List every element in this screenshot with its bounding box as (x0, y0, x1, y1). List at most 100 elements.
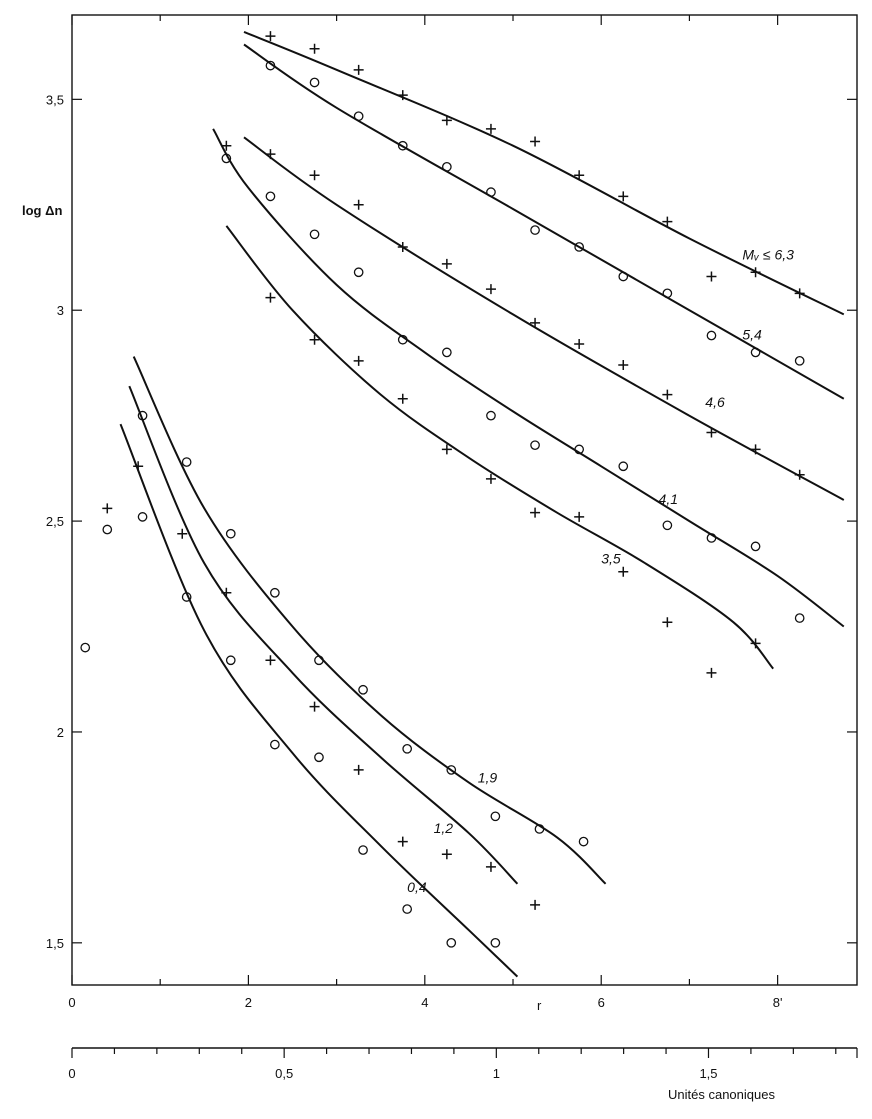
data-point-circle (270, 587, 280, 598)
data-point-circle (490, 937, 501, 948)
data-point-plus (750, 267, 761, 278)
series-curve (119, 423, 519, 978)
data-point-circle (574, 242, 585, 252)
data-point-plus (265, 655, 276, 666)
secondary-tick-label: 1,5 (699, 1066, 717, 1081)
data-point-circle (794, 355, 805, 366)
series-curve (132, 356, 607, 885)
curve-label: 3,5 (601, 550, 621, 566)
data-point-plus (309, 334, 320, 345)
data-point-plus (574, 338, 585, 349)
data-point-plus (530, 136, 541, 147)
data-point-plus (353, 355, 364, 366)
data-point-plus (397, 241, 408, 252)
data-point-circle (662, 520, 673, 531)
data-point-plus (618, 191, 629, 202)
x-tick-label: 8' (773, 995, 783, 1010)
curve-label: 5,4 (742, 327, 762, 343)
data-point-plus (221, 587, 232, 598)
y-tick-label: 2 (57, 725, 64, 740)
data-point-plus (353, 764, 364, 775)
data-point-circle (442, 161, 452, 172)
curve-label: Mᵥ ≤ 6,3 (742, 247, 794, 263)
series-1: Mᵥ ≤ 6,3 (243, 30, 845, 316)
data-point-circle (402, 904, 413, 914)
data-point-circle (137, 512, 148, 522)
data-point-plus (662, 216, 673, 227)
data-point-plus (618, 360, 629, 371)
x-tick-label: 2 (245, 995, 252, 1010)
data-point-circle (353, 267, 364, 278)
data-point-circle (530, 225, 540, 235)
data-point-plus (794, 469, 805, 480)
data-point-plus (485, 284, 496, 295)
data-point-circle (402, 743, 413, 754)
data-point-plus (353, 199, 364, 210)
y-axis-label: log Δn (22, 203, 62, 218)
secondary-tick-label: 1 (493, 1066, 500, 1081)
curve-label: 0,4 (407, 879, 427, 895)
data-point-circle (794, 613, 805, 623)
data-point-circle (618, 461, 629, 472)
series-6: 1,9 (132, 356, 607, 885)
data-point-plus (441, 849, 452, 860)
data-point-plus (662, 617, 673, 628)
data-point-plus (706, 667, 717, 678)
data-point-circle (706, 533, 717, 543)
data-point-plus (397, 90, 408, 101)
data-point-plus (794, 288, 805, 299)
series-curve (243, 43, 845, 400)
data-point-plus (574, 170, 585, 181)
data-point-plus (309, 170, 320, 181)
secondary-tick-label: 0 (68, 1066, 75, 1081)
secondary-axis-label: Unités canoniques (668, 1087, 775, 1102)
data-point-circle (353, 111, 364, 122)
data-point-plus (265, 31, 276, 42)
data-point-circle (574, 444, 585, 455)
data-point-plus (662, 389, 673, 400)
data-point-circle (578, 836, 589, 847)
data-point-plus (485, 861, 496, 872)
data-point-circle (270, 739, 280, 750)
data-point-circle (446, 937, 457, 948)
x-tick-label: 6 (598, 995, 605, 1010)
data-point-circle (181, 592, 192, 602)
plot-frame (71, 14, 858, 986)
y-tick-label: 1,5 (46, 936, 64, 951)
data-point-circle (397, 140, 408, 151)
data-point-circle (706, 330, 717, 341)
data-point-circle (442, 347, 452, 358)
data-point-circle (486, 187, 496, 197)
data-point-plus (618, 566, 629, 577)
x-tick-label: 4 (421, 995, 428, 1010)
x-axis: 0 2 4 6 8' (68, 15, 782, 1010)
data-point-circle (750, 541, 761, 552)
data-point-circle (750, 347, 761, 358)
data-point-circle (618, 271, 629, 282)
data-point-circle (486, 410, 496, 421)
series-4: 4,1 (212, 128, 845, 628)
data-point-plus (574, 511, 585, 522)
series-curve (212, 128, 845, 628)
data-point-plus (530, 317, 541, 328)
series-8: 0,4 (119, 423, 519, 978)
data-point-circle (265, 191, 276, 202)
data-point-plus (265, 149, 276, 160)
data-point-circle (530, 440, 540, 451)
series-curve (243, 136, 845, 501)
data-point-circle (309, 77, 320, 88)
data-point-circle (80, 642, 91, 653)
x-axis-label: r (537, 998, 542, 1013)
secondary-tick-label: 0,5 (275, 1066, 293, 1081)
series-3: 4,6 (221, 136, 845, 501)
data-point-circle (181, 457, 192, 467)
data-point-plus (177, 528, 188, 539)
data-point-circle (225, 528, 236, 539)
data-point-plus (102, 503, 113, 514)
series-curve (128, 385, 519, 885)
data-point-plus (706, 427, 717, 438)
data-point-circle (490, 811, 501, 822)
data-point-plus (485, 123, 496, 134)
data-point-circle (221, 153, 232, 164)
